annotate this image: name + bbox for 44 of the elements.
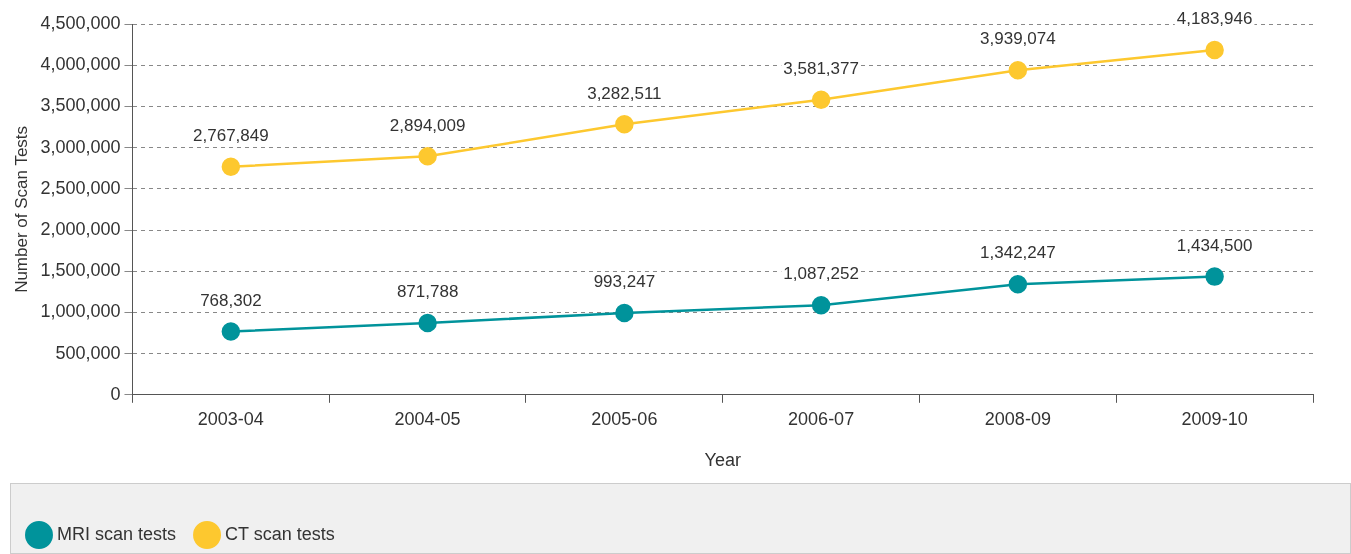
data-label: 3,939,074 — [980, 29, 1056, 49]
x-tick-label: 2009-10 — [1181, 408, 1248, 429]
y-tick-label: 1,500,000 — [40, 260, 121, 281]
data-label: 768,302 — [200, 290, 262, 310]
y-tick-label: 1,000,000 — [40, 301, 121, 322]
data-label: 993,247 — [593, 272, 656, 292]
point — [1205, 40, 1224, 60]
point — [221, 157, 241, 176]
data-label: 3,282,511 — [587, 83, 662, 103]
x-tick-label: 2008-09 — [984, 408, 1051, 429]
data-label: 1,434,500 — [1176, 235, 1253, 255]
x-axis-title: Year — [704, 450, 741, 471]
y-tick-label: 2,000,000 — [40, 218, 121, 239]
point — [1008, 274, 1028, 294]
point — [811, 295, 831, 315]
data-label: 2,894,009 — [389, 115, 466, 135]
point — [615, 115, 634, 134]
data-label: 3,581,377 — [783, 58, 859, 78]
y-tick-label: 4,000,000 — [40, 54, 121, 75]
data-label: 1,342,247 — [980, 243, 1056, 263]
legend-label: MRI scan tests — [57, 523, 177, 544]
point — [221, 322, 241, 341]
point — [811, 90, 831, 109]
y-tick-label: 0 — [110, 383, 121, 404]
data-label: 4,183,946 — [1176, 9, 1253, 29]
legend-label: CT scan tests — [225, 523, 335, 544]
data-label: 2,767,849 — [193, 125, 269, 145]
point — [418, 313, 437, 333]
x-tick-label: 2006-07 — [788, 408, 855, 429]
y-tick-label: 4,500,000 — [40, 12, 121, 33]
y-tick-label: 3,000,000 — [40, 136, 121, 157]
point — [1008, 60, 1028, 80]
point — [615, 303, 634, 323]
y-axis-title: Number of Scan Tests — [11, 125, 31, 293]
y-tick-label: 3,500,000 — [40, 95, 121, 116]
y-tick-label: 2,500,000 — [40, 177, 121, 198]
y-tick-label: 500,000 — [55, 342, 121, 363]
x-tick-label: 2003-04 — [197, 408, 264, 429]
x-tick-label: 2005-06 — [591, 408, 658, 429]
data-label: 1,087,252 — [783, 264, 859, 284]
point — [1205, 267, 1224, 286]
x-tick-label: 2004-05 — [394, 408, 461, 429]
data-label: 871,788 — [396, 282, 459, 302]
point — [418, 147, 437, 166]
